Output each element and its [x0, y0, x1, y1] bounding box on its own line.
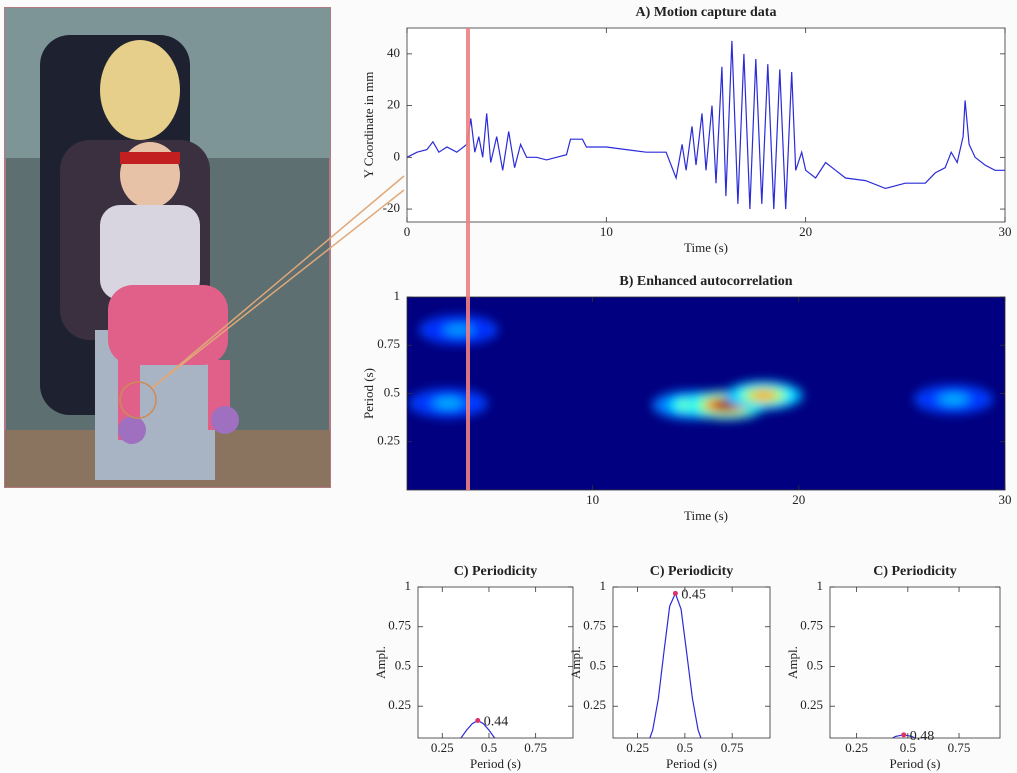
x-tick-label: 0.25 — [626, 740, 649, 755]
x-tick-label: 0.25 — [431, 740, 454, 755]
x-tick-label: 0.25 — [845, 740, 868, 755]
peak-marker — [673, 591, 678, 596]
y-tick-label: 0.75 — [377, 336, 400, 351]
y-tick-label: 0.5 — [395, 657, 411, 672]
y-tick-label: 0.5 — [590, 657, 606, 672]
y-tick-label: 0.25 — [800, 697, 823, 712]
y-tick-label: 0.5 — [807, 657, 823, 672]
y-tick-label: 0.75 — [583, 618, 606, 633]
photo-adult-head — [100, 40, 180, 140]
page: 0 10 20 30 -20 0 20 40 A) Motion capture data Tim… — [0, 0, 1017, 773]
y-tick-label: 0.25 — [583, 697, 606, 712]
y-tick-label: 20 — [387, 97, 400, 112]
x-tick-label: 10 — [600, 224, 613, 239]
photo-child-foot — [118, 416, 146, 444]
y-tick-label: 0.25 — [377, 433, 400, 448]
y-tick-label: 0 — [394, 148, 401, 163]
x-tick-label: 0.75 — [721, 740, 744, 755]
x-axis-label: Period (s) — [470, 756, 521, 771]
x-tick-label: 0 — [404, 224, 411, 239]
photo-child-pants — [108, 285, 228, 365]
y-tick-label: 0.25 — [388, 697, 411, 712]
y-axis-label: Ampl. — [373, 646, 388, 679]
x-tick-label: 0.5 — [677, 740, 693, 755]
x-axis-label: Time (s) — [684, 508, 728, 523]
y-tick-label: 0.5 — [384, 384, 400, 399]
x-axis-label: Time (s) — [684, 240, 728, 255]
chart-title: B) Enhanced autocorrelation — [619, 274, 792, 289]
chart: 0 10 20 30 -20 0 20 40 A) Motion capture data Tim… — [361, 5, 1012, 255]
chart: 10 20 30 0.25 0.5 0.75 1 B) Enhanced autocorrel… — [361, 274, 1012, 523]
video-frame — [5, 8, 330, 487]
peak-marker — [901, 732, 906, 737]
y-tick-label: 1 — [405, 578, 412, 593]
y-axis-label: Ampl. — [568, 646, 583, 679]
y-tick-label: 0.75 — [388, 618, 411, 633]
x-tick-label: 30 — [999, 224, 1012, 239]
plot-area — [830, 587, 1000, 738]
peak-label: 0.44 — [484, 715, 509, 730]
chart-title: A) Motion capture data — [636, 5, 777, 20]
x-tick-label: 0.75 — [948, 740, 971, 755]
y-tick-label: 1 — [817, 578, 824, 593]
y-tick-label: 0.75 — [800, 618, 823, 633]
x-tick-label: 0.5 — [900, 740, 916, 755]
plot-area — [613, 587, 770, 738]
x-tick-label: 0.75 — [524, 740, 547, 755]
x-tick-label: 10 — [586, 492, 599, 507]
time-cursor — [466, 28, 470, 490]
y-axis-label: Y Coordinate in mm — [361, 72, 376, 179]
y-tick-label: 40 — [387, 45, 400, 60]
y-axis-label: Ampl. — [785, 646, 800, 679]
x-axis-label: Period (s) — [666, 756, 717, 771]
x-tick-label: 20 — [792, 492, 805, 507]
photo-child-head — [120, 142, 180, 208]
chart-title: C) Periodicity — [454, 564, 538, 579]
photo-headband — [120, 152, 180, 164]
x-tick-label: 20 — [799, 224, 812, 239]
charts: 0 10 20 30 -20 0 20 40 A) Motion capture data Tim… — [361, 5, 1012, 771]
chart: 0.44 0.25 0.5 0.75 0.25 0.5 0.75 1 C) Periodicit… — [373, 564, 573, 771]
photo-child-foot — [211, 406, 239, 434]
heat-contour — [940, 394, 967, 404]
heat-contour — [435, 398, 462, 408]
plot-area — [407, 28, 1005, 222]
peak-marker — [475, 718, 480, 723]
heat-contour — [750, 391, 777, 401]
x-axis-label: Period (s) — [890, 756, 941, 771]
chart-title: C) Periodicity — [650, 564, 734, 579]
y-tick-label: 1 — [394, 288, 401, 303]
chart-title: C) Periodicity — [873, 564, 957, 579]
x-tick-label: 30 — [999, 492, 1012, 507]
y-tick-label: -20 — [383, 200, 400, 215]
y-axis-label: Period (s) — [361, 368, 376, 419]
y-tick-label: 1 — [600, 578, 607, 593]
x-tick-label: 0.5 — [481, 740, 497, 755]
